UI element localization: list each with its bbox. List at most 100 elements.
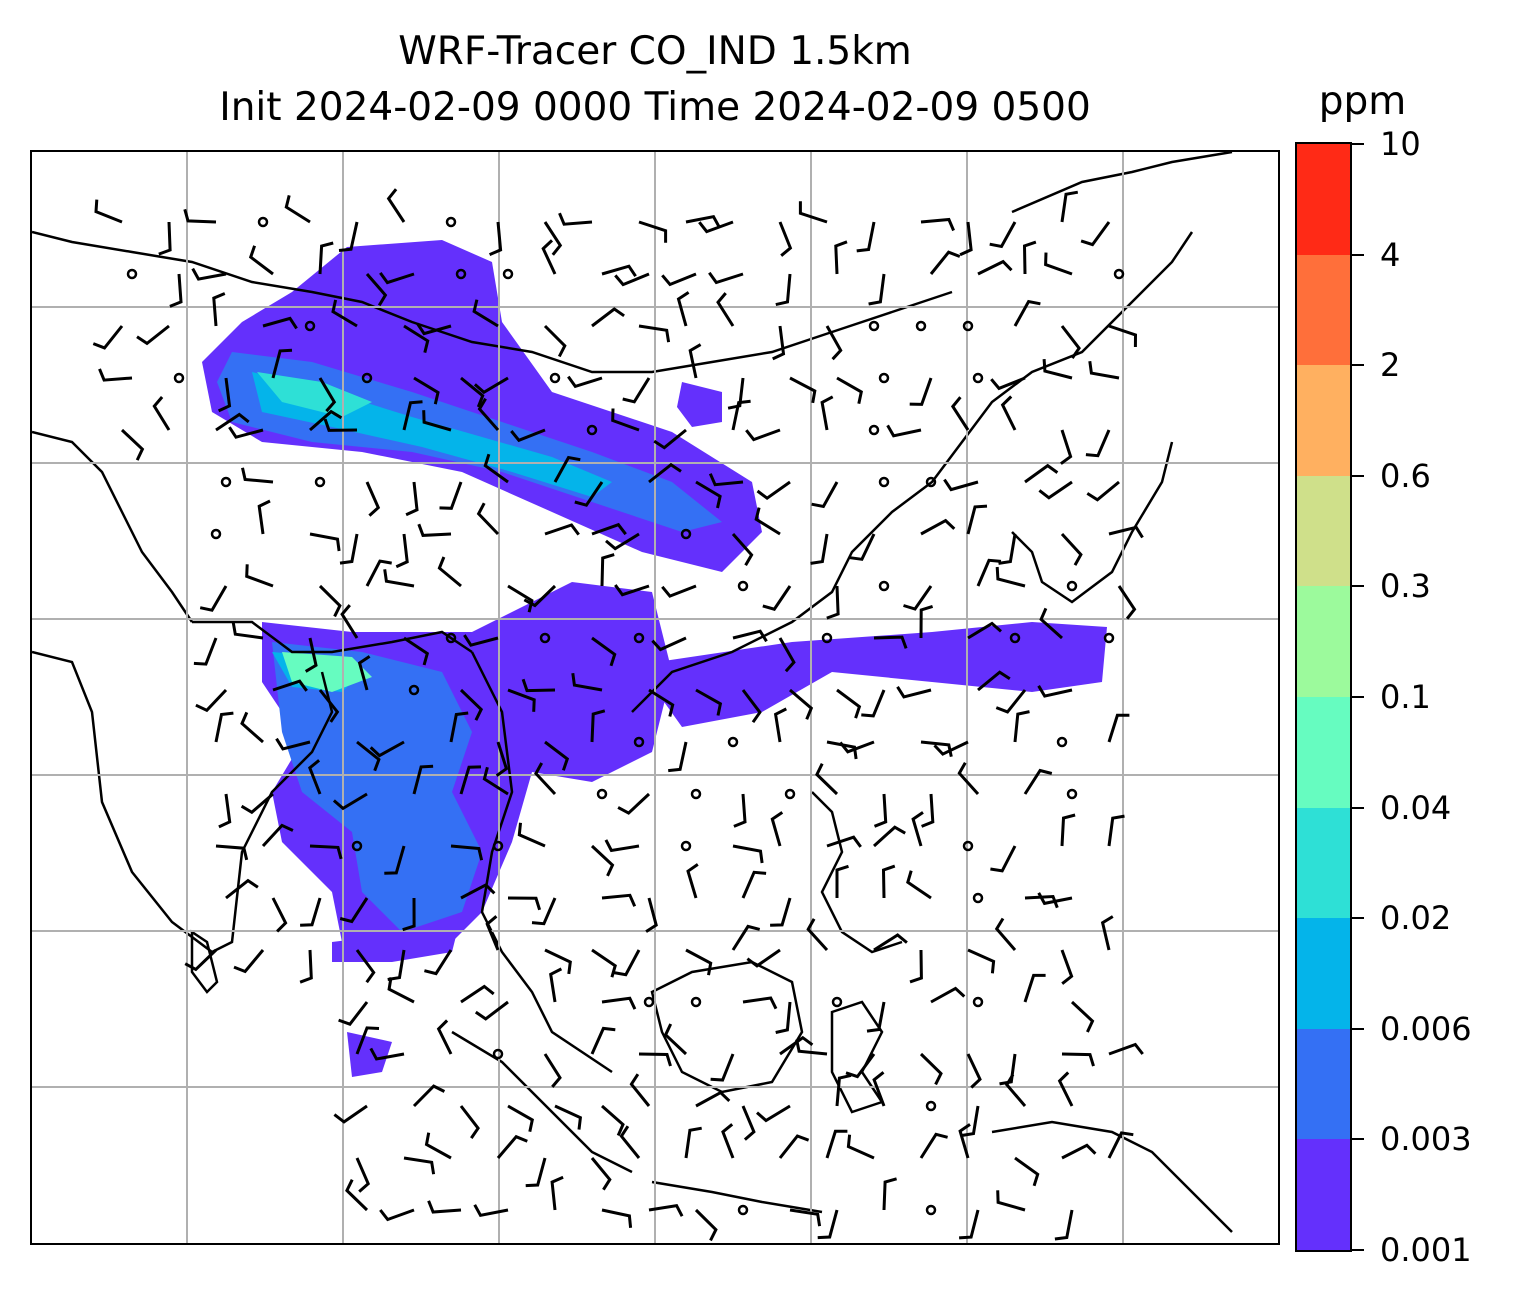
plume-southern-mid (272, 642, 482, 932)
wind-barb (668, 741, 688, 773)
wind-barb (835, 1073, 852, 1107)
wind-barb (403, 324, 430, 353)
wind-barb (1054, 1209, 1074, 1241)
wind-barb (604, 839, 640, 853)
wind-barb (1014, 1156, 1040, 1187)
wind-barb (271, 348, 293, 379)
wind-barb (92, 325, 124, 350)
wind-barb (919, 1132, 948, 1159)
coastline-borneo (650, 960, 804, 1094)
plume-andaman-strip (332, 912, 462, 962)
plume-eastern-band (657, 622, 1107, 727)
wind-barb (909, 377, 933, 406)
wind-barb (789, 688, 814, 720)
wind-barb (742, 996, 778, 1010)
wind-barb (731, 533, 754, 567)
wind-barb (727, 377, 745, 410)
wind-barb (427, 1200, 462, 1214)
wind-barb (836, 688, 862, 719)
colorbar-tick-mark (1352, 474, 1364, 477)
calm-wind-marker (257, 216, 269, 228)
wind-barb (663, 1023, 688, 1056)
wind-barb (856, 221, 876, 253)
wind-barb (826, 585, 840, 620)
calm-wind-marker (1066, 788, 1078, 800)
wind-barb (1086, 480, 1120, 502)
colorbar-tick-label: 0.3 (1380, 567, 1431, 606)
calm-wind-marker (925, 1100, 937, 1112)
wind-barb (756, 480, 791, 501)
calm-wind-marker (1103, 632, 1115, 644)
wind-barb (873, 635, 908, 649)
wind-barb (789, 376, 817, 404)
coastline-sri-lanka (190, 929, 219, 994)
calm-wind-marker (680, 528, 692, 540)
wind-barb (591, 636, 617, 667)
wind-barb (309, 532, 341, 552)
colorbar-tick-mark (1352, 696, 1364, 698)
coastline-russia-north (1011, 152, 1233, 214)
wind-barb (193, 637, 218, 666)
coastline-middle-east (32, 430, 194, 623)
wind-barb (710, 1053, 735, 1082)
wind-barb (549, 967, 563, 1003)
wind-barb (810, 533, 829, 565)
wind-barb (745, 428, 781, 442)
wind-barb (424, 949, 453, 976)
coastline-china (631, 231, 1194, 713)
wind-barb (754, 507, 781, 536)
wind-barb (943, 478, 979, 492)
calm-wind-marker (690, 788, 702, 800)
colorbar-tick-mark (1352, 806, 1364, 809)
calm-wind-marker (972, 372, 984, 384)
wind-barb (544, 948, 572, 975)
coastline-central-asia (32, 230, 953, 374)
wind-barb (1024, 463, 1059, 484)
wind-barb (483, 453, 509, 484)
plume-eastern (657, 622, 1107, 727)
wind-barb (384, 845, 406, 875)
wind-barb (308, 759, 322, 795)
wind-barb (732, 844, 764, 864)
wind-barb (1080, 221, 1111, 247)
chart-title-line-1: WRF-Tracer CO_IND 1.5km (398, 29, 912, 74)
calm-wind-marker (408, 684, 420, 696)
wind-barb (136, 324, 170, 346)
wind-barb (543, 1053, 562, 1088)
wind-barb (695, 480, 722, 509)
wind-barb (233, 949, 265, 974)
wind-barb (762, 585, 792, 611)
wind-barb (849, 533, 876, 561)
coastline-philippines (811, 791, 903, 954)
wind-barb (698, 220, 734, 234)
wind-barb (1117, 585, 1137, 620)
wind-barb (477, 397, 500, 431)
colorbar-swatch (1297, 586, 1350, 697)
wind-barb (496, 1134, 528, 1159)
wind-barb (403, 1156, 436, 1175)
wind-barb (661, 272, 697, 287)
calm-wind-marker (1066, 580, 1078, 592)
wind-barb (1000, 395, 1017, 431)
wind-barb (543, 221, 563, 256)
wind-barb (773, 707, 787, 743)
colorbar-tick-mark (1352, 253, 1364, 256)
wind-barb (437, 556, 462, 588)
colorbar-tick-label: 0.001 (1380, 1231, 1472, 1269)
wind-barb (825, 1129, 848, 1159)
wind-barb (778, 221, 793, 257)
wind-barb (1108, 525, 1144, 539)
wind-barb (554, 1104, 583, 1130)
wind-barb (510, 428, 546, 443)
wind-barb (933, 740, 969, 756)
wind-barb (184, 948, 218, 972)
plume-southern-core (282, 652, 372, 692)
wind-barb (460, 376, 485, 408)
calm-wind-marker (126, 268, 138, 280)
wind-barb (778, 637, 796, 673)
wind-barb (355, 1026, 380, 1055)
colorbar (1295, 142, 1352, 1252)
wind-barb (379, 1208, 415, 1222)
wind-barb (839, 740, 875, 754)
wind-barb (1037, 892, 1073, 906)
